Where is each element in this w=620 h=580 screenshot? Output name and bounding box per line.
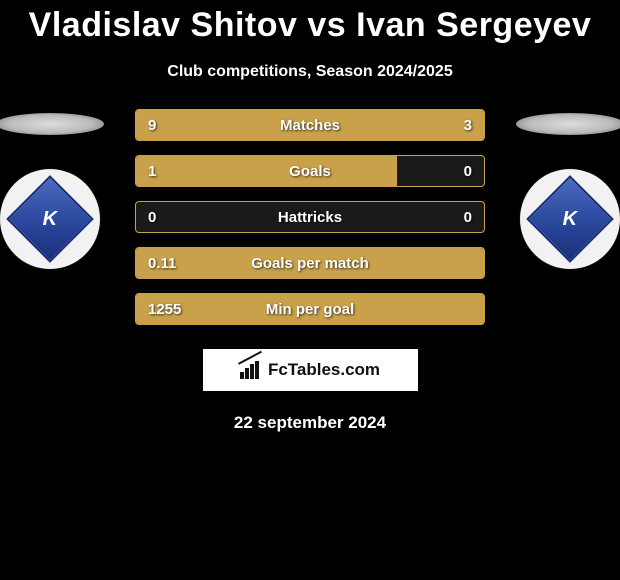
stats-list: 9Matches31Goals00Hattricks00.11Goals per…	[135, 109, 485, 325]
stat-row: 9Matches3	[135, 109, 485, 141]
stat-row: 1255Min per goal	[135, 293, 485, 325]
stat-row: 0.11Goals per match	[135, 247, 485, 279]
stat-label: Min per goal	[192, 301, 428, 318]
player-right-column: K	[510, 109, 620, 269]
chart-icon	[240, 361, 262, 379]
club-initials: K	[43, 207, 57, 230]
stat-value-left: 1	[136, 163, 192, 180]
club-initials: K	[563, 207, 577, 230]
stat-value-left: 0	[136, 209, 192, 226]
stat-row: 1Goals0	[135, 155, 485, 187]
player-right-club-badge: K	[520, 169, 620, 269]
brand-box[interactable]: FcTables.com	[203, 349, 418, 391]
comparison-panel: K K 9Matches31Goals00Hattricks00.11Goals…	[0, 109, 620, 433]
stat-label: Hattricks	[192, 209, 428, 226]
stat-value-left: 9	[136, 117, 192, 134]
stat-value-right: 0	[428, 163, 484, 180]
club-diamond-icon: K	[6, 175, 94, 263]
stat-value-right: 0	[428, 209, 484, 226]
stat-value-right: 3	[428, 117, 484, 134]
date-text: 22 september 2024	[0, 413, 620, 433]
brand-text: FcTables.com	[268, 360, 380, 380]
player-right-shadow	[516, 113, 620, 135]
player-left-shadow	[0, 113, 104, 135]
stat-label: Goals per match	[192, 255, 428, 272]
subtitle: Club competitions, Season 2024/2025	[0, 63, 620, 81]
page-title: Vladislav Shitov vs Ivan Sergeyev	[0, 0, 620, 45]
player-left-club-badge: K	[0, 169, 100, 269]
stat-value-left: 1255	[136, 301, 192, 318]
player-left-column: K	[0, 109, 110, 269]
club-diamond-icon: K	[526, 175, 614, 263]
stat-row: 0Hattricks0	[135, 201, 485, 233]
stat-label: Goals	[192, 163, 428, 180]
stat-value-left: 0.11	[136, 255, 192, 272]
stat-label: Matches	[192, 117, 428, 134]
